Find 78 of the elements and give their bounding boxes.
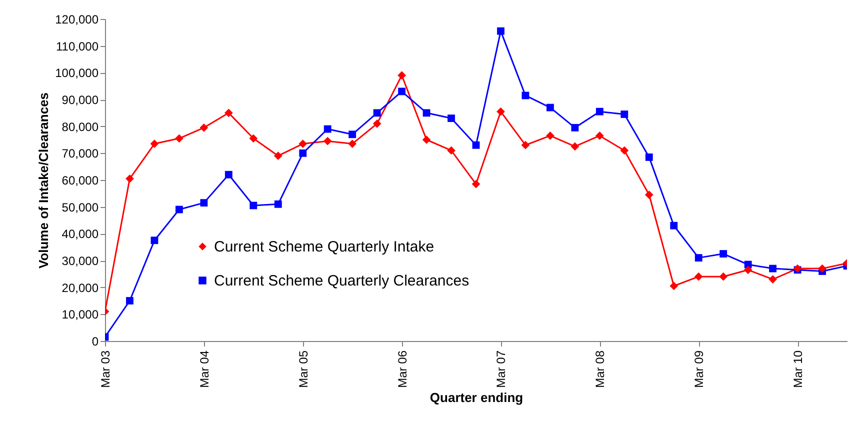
y-tick-label: 10,000 bbox=[62, 308, 99, 322]
legend-label: Current Scheme Quarterly Intake bbox=[214, 238, 434, 256]
y-tick-label: 100,000 bbox=[55, 66, 99, 80]
point bbox=[818, 264, 826, 273]
x-tick-label: Mar 08 bbox=[593, 350, 608, 388]
point bbox=[348, 130, 356, 138]
point bbox=[274, 200, 282, 208]
point bbox=[447, 146, 456, 155]
legend-label: Current Scheme Quarterly Clearances bbox=[214, 272, 470, 290]
point bbox=[200, 199, 208, 207]
point bbox=[719, 272, 728, 281]
x-tick-label: Mar 04 bbox=[197, 350, 212, 388]
point bbox=[694, 254, 702, 262]
point bbox=[546, 104, 554, 112]
y-axis-title: Volume of Intake/Clearances bbox=[36, 92, 52, 269]
x-tick-label: Mar 07 bbox=[494, 350, 508, 388]
point bbox=[398, 88, 406, 96]
point bbox=[472, 141, 480, 149]
point bbox=[595, 132, 604, 140]
point bbox=[150, 140, 159, 148]
point bbox=[670, 222, 678, 230]
point bbox=[670, 282, 678, 290]
y-tick-label: 80,000 bbox=[62, 120, 99, 134]
y-tick-label: 60,000 bbox=[62, 174, 99, 188]
point bbox=[620, 110, 628, 118]
point bbox=[720, 250, 728, 258]
point bbox=[175, 206, 183, 214]
point bbox=[323, 136, 332, 146]
point bbox=[299, 149, 307, 157]
y-tick-label: 90,000 bbox=[62, 93, 99, 107]
point bbox=[571, 124, 579, 132]
y-tick-label: 0 bbox=[92, 334, 99, 348]
point bbox=[249, 134, 258, 143]
y-tick-label: 20,000 bbox=[62, 280, 99, 295]
y-tick-label: 110,000 bbox=[56, 39, 99, 54]
point bbox=[126, 174, 134, 183]
x-tick-label: Mar 09 bbox=[692, 350, 706, 388]
point bbox=[596, 108, 604, 116]
point bbox=[768, 275, 777, 284]
x-tick-label: Mar 05 bbox=[296, 350, 310, 388]
point bbox=[644, 190, 654, 199]
point bbox=[298, 140, 308, 148]
point bbox=[200, 123, 208, 132]
point bbox=[373, 109, 381, 117]
point bbox=[422, 136, 431, 144]
y-tick-label: 120,000 bbox=[55, 12, 99, 26]
y-tick-label: 70,000 bbox=[62, 146, 99, 161]
point bbox=[372, 119, 382, 128]
y-tick-label: 50,000 bbox=[62, 200, 99, 214]
point bbox=[126, 297, 134, 304]
y-tick-label: 30,000 bbox=[62, 254, 99, 268]
point bbox=[694, 272, 703, 281]
point bbox=[422, 109, 430, 117]
point bbox=[324, 125, 332, 133]
x-tick-label: Mar 06 bbox=[395, 350, 410, 388]
point bbox=[472, 180, 480, 188]
point bbox=[570, 142, 580, 151]
point bbox=[620, 146, 629, 155]
y-tick-label: 40,000 bbox=[62, 227, 99, 242]
point bbox=[496, 107, 505, 116]
point bbox=[546, 132, 554, 140]
x-tick-label: Mar 03 bbox=[98, 350, 112, 388]
point bbox=[769, 264, 777, 272]
x-axis-title: Quarter ending bbox=[430, 390, 524, 405]
x-tick-label: Mar 10 bbox=[791, 350, 806, 388]
point bbox=[398, 71, 406, 80]
point bbox=[645, 153, 653, 161]
point bbox=[521, 140, 530, 150]
point bbox=[224, 108, 233, 118]
point bbox=[175, 134, 184, 143]
point bbox=[744, 266, 752, 274]
point bbox=[150, 236, 158, 244]
point bbox=[448, 114, 455, 122]
point bbox=[250, 202, 258, 210]
point bbox=[348, 140, 357, 148]
point bbox=[274, 152, 282, 160]
point bbox=[497, 27, 504, 35]
point bbox=[224, 170, 232, 178]
